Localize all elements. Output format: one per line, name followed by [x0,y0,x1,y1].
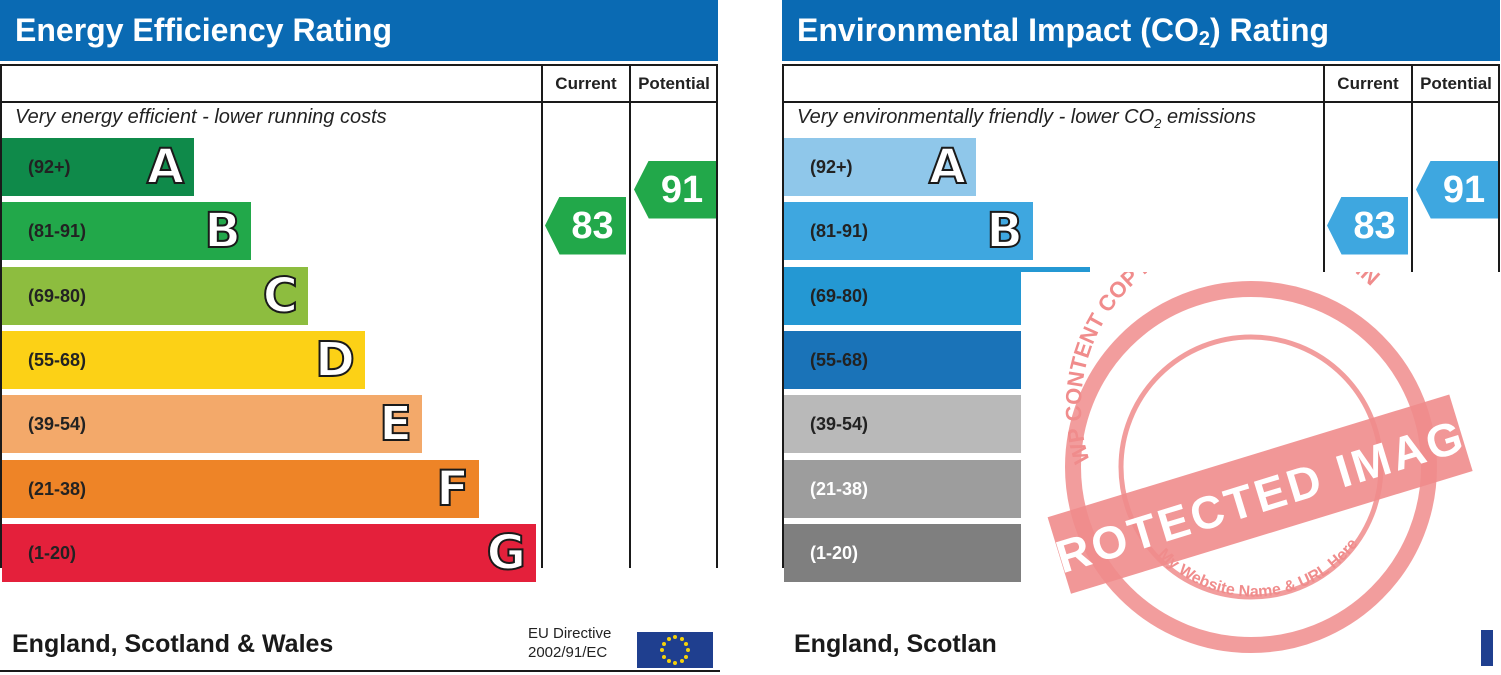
energy-footer: England, Scotland & Wales [12,630,334,658]
eu-star-icon [661,641,666,646]
band-range: (92+) [28,157,71,177]
eu-star-icon [666,636,671,641]
band-range: (39-54) [810,414,869,435]
eu-star-icon [679,659,684,664]
band-f: (21-38) F [2,459,479,518]
band-b: (81-91) B [784,202,1033,261]
band-letter: A [146,138,185,196]
band-c: (69-80) C [2,266,308,325]
band-letter: D [314,331,356,389]
eu-line-2: 2002/91/EC [528,644,608,661]
energy-potential-rating: 91 [634,160,716,219]
env-title-sub: 2 [1198,28,1210,50]
energy-efficiency-panel: Energy Efficiency Rating Current Potenti… [0,0,720,675]
environment-title: Environmental Impact (CO2) Rating [782,0,1500,61]
potential-column-header: Potential [638,74,710,93]
energy-frame [0,64,718,568]
band-a: (92+) A [784,138,976,196]
band-range: (55-68) [28,349,87,370]
energy-top-text: Very energy efficient - lower running co… [15,106,387,128]
band-range: (55-68) [810,349,869,370]
eu-star-icon [673,661,677,665]
env-header-divider [782,101,1500,103]
band-letter: F [435,460,470,518]
band-letter: B [985,202,1024,260]
env-title-part2: ) Rating [1209,12,1330,48]
eu-star-icon [686,648,690,652]
band-letter: E [378,395,413,453]
potential-divider [629,64,631,568]
protected-image-watermark: WP CONTENT COPY PROTECTION PLUGIN PROTEC… [1021,272,1501,653]
eu-flag-icon [637,632,713,668]
band-d: (55-68) D [2,330,365,389]
eu-star-icon [666,659,671,664]
band-range: (39-54) [28,414,87,435]
band-g: (1-20) G [2,523,536,582]
env-current-rating: 83 [1327,196,1408,255]
env-top-part1: Very environmentally friendly - lower CO [797,106,1155,128]
eu-star-icon [660,648,664,652]
env-top-sub: 2 [1154,116,1162,131]
band-letter: G [486,524,527,582]
band-range: (1-20) [810,542,859,563]
band-range: (21-38) [28,478,87,499]
band-letter: A [928,138,967,196]
environment-top-text: Very environmentally friendly - lower CO… [797,106,1256,131]
band-e: (39-54) E [2,395,422,454]
eu-line-1: EU Directive [528,625,612,642]
band-a: (92+) A [2,138,194,196]
eu-star-icon [673,635,677,639]
eu-star-icon [684,654,689,659]
band-letter: C [262,267,299,325]
env-top-part2: emissions [1161,106,1256,128]
band-range: (69-80) [810,285,869,306]
env-title-part1: Environmental Impact (CO [797,12,1199,48]
env-potential-column-header: Potential [1420,74,1492,93]
band-range: (81-91) [810,221,869,242]
eu-directive-text: EU Directive 2002/91/EC [528,624,611,662]
header-divider [0,101,718,103]
eu-flag-fragment [1481,630,1493,666]
env-potential-rating: 91 [1416,160,1498,219]
energy-current-rating: 83 [545,196,626,255]
band-range: (21-38) [810,478,869,499]
band-range: (1-20) [28,542,77,563]
env-current-column-header: Current [1337,74,1399,93]
current-divider [541,64,543,568]
energy-title: Energy Efficiency Rating [0,0,718,61]
band-range: (69-80) [28,285,87,306]
band-b: (81-91) B [2,202,251,261]
watermark-band [1047,394,1473,594]
current-column-header: Current [555,74,617,93]
eu-star-icon [679,636,684,641]
environment-footer: England, Scotlan [794,630,997,658]
band-letter: B [203,202,242,260]
band-range: (81-91) [28,221,87,242]
energy-footer-line [0,670,720,672]
eu-star-icon [661,654,666,659]
band-range: (92+) [810,157,853,177]
eu-star-icon [684,641,689,646]
